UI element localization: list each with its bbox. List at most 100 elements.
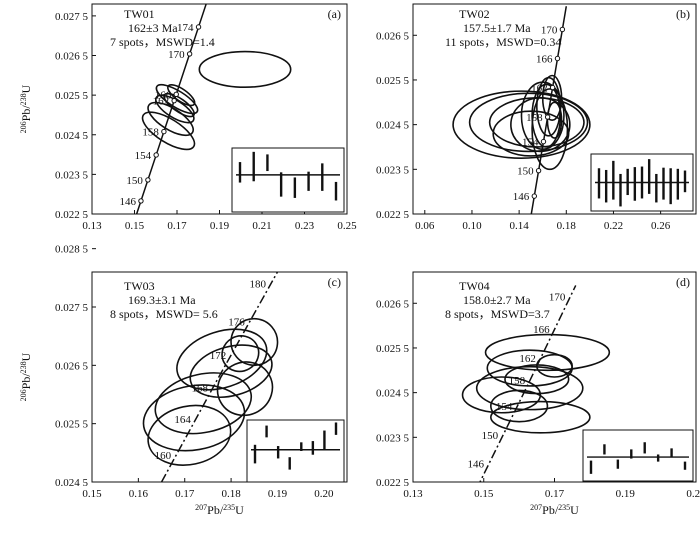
error-ellipse (230, 317, 279, 367)
y-tick-label: 0.023 5 (55, 169, 89, 181)
x-tick-label: 0.19 (210, 220, 230, 232)
y-tick-label: 0.026 5 (55, 360, 89, 372)
age-label: 146 (513, 191, 530, 203)
panel-1: 0.13 0.15 0.17 0.19 0.21 0.23 0.25 0.022 5 0.023… (19, 3, 357, 232)
y-tick-label: 0.025 5 (376, 343, 410, 355)
x-tick-label: 0.14 (510, 220, 530, 232)
error-ellipse (221, 335, 260, 373)
spots-mswd: 11 spots，MSWD=0.34 (445, 35, 561, 49)
x-tick-label: 0.17 (175, 488, 195, 500)
error-ellipse (147, 404, 232, 466)
error-ellipse (531, 88, 569, 171)
sample-age: 169.3±3.1 Ma (128, 293, 196, 307)
error-ellipse (154, 372, 253, 435)
age-marker (171, 97, 177, 104)
sample-name: TW04 (459, 279, 490, 293)
age-marker (138, 198, 144, 204)
age-marker (145, 177, 151, 183)
error-ellipse (163, 92, 195, 118)
age-marker (549, 84, 556, 91)
age-label: 150 (517, 166, 534, 178)
age-marker (535, 167, 542, 174)
age-label: 158 (142, 127, 159, 139)
panel-3: 0.15 0.16 0.17 0.18 0.19 0.20 0.024 5 0.025 5 0.… (19, 244, 348, 517)
x-tick-label: 0.13 (403, 488, 423, 500)
age-marker (531, 193, 538, 199)
age-label: 162 (519, 353, 536, 365)
age-marker (153, 152, 159, 158)
age-label: 170 (168, 49, 185, 61)
plot-frame (91, 271, 348, 483)
y-tick-label: 0.022 5 (376, 209, 410, 221)
age-label: 154 (135, 150, 152, 162)
y-tick-label: 0.026 5 (55, 51, 89, 63)
y-tick-label: 0.024 5 (376, 120, 410, 132)
age-label: 154 (522, 137, 539, 149)
age-label: 162 (153, 96, 170, 108)
y-tick-label: 0.024 5 (55, 130, 89, 142)
sample-age: 158.0±2.7 Ma (463, 293, 531, 307)
panel-4: 0.13 0.15 0.17 0.19 0.21 0.022 5 0.023 5 0.024 … (376, 271, 700, 517)
error-ellipse (484, 333, 611, 372)
age-label: 176 (228, 317, 245, 329)
y-tick-label: 0.026 5 (376, 30, 410, 42)
age-label: 166 (536, 54, 553, 66)
age-label: 150 (126, 175, 143, 187)
age-marker (161, 128, 167, 135)
age-label: 146 (468, 459, 485, 471)
x-tick-label: 0.18 (557, 220, 577, 232)
x-tick-label: 0.15 (82, 488, 102, 500)
x-tick-label: 0.17 (167, 220, 187, 232)
age-label: 168 (192, 383, 209, 395)
panel-2: 0.06 0.10 0.14 0.18 0.22 0.26 0.022 5 0.023 5 0.… (376, 3, 697, 232)
error-ellipse (490, 389, 549, 423)
panel-letter: (a) (328, 7, 341, 21)
y-tick-label: 0.025 5 (376, 75, 410, 87)
error-ellipse (142, 384, 246, 452)
x-tick-label: 0.21 (252, 220, 271, 232)
x-tick-label: 0.21 (686, 488, 700, 500)
age-label: 166 (155, 89, 172, 101)
error-ellipse (510, 97, 571, 153)
x-tick-label: 0.23 (295, 220, 315, 232)
y-axis-label: 206Pb/238U (19, 84, 33, 133)
y-tick-label: 0.022 5 (376, 477, 410, 489)
age-label: 154 (496, 401, 513, 413)
spots-mswd: 8 spots，MSWD= 5.6 (110, 307, 218, 321)
concordia-curve (135, 4, 207, 214)
y-tick-label: 0.024 5 (376, 388, 410, 400)
age-marker (554, 55, 561, 62)
age-label: 146 (119, 196, 136, 208)
panel-letter: (b) (676, 7, 690, 21)
x-tick-label: 0.20 (314, 488, 334, 500)
error-ellipse (490, 400, 591, 434)
age-marker (195, 24, 202, 30)
age-marker (540, 138, 547, 145)
x-axis-label: 207Pb/235U (195, 503, 244, 517)
age-label: 158 (509, 375, 526, 387)
error-ellipse (167, 84, 196, 107)
sample-name: TW01 (124, 7, 155, 21)
age-label: 180 (249, 279, 266, 291)
x-tick-label: 0.19 (268, 488, 288, 500)
age-label: 160 (155, 450, 172, 462)
age-label: 170 (541, 24, 558, 36)
age-label: 172 (210, 350, 227, 362)
panel-letter: (d) (676, 275, 690, 289)
x-tick-label: 0.22 (604, 220, 623, 232)
y-tick-label: 0.028 5 (55, 244, 89, 256)
plot-frame (412, 3, 697, 215)
x-tick-label: 0.06 (415, 220, 435, 232)
x-tick-label: 0.19 (616, 488, 636, 500)
error-ellipse (176, 328, 268, 391)
error-ellipse (198, 50, 292, 89)
x-tick-label: 0.10 (462, 220, 482, 232)
age-label: 162 (531, 83, 548, 95)
y-tick-label: 0.022 5 (55, 209, 89, 221)
x-axis-label: 207Pb/235U (530, 503, 579, 517)
y-tick-label: 0.027 5 (55, 11, 89, 23)
age-marker (173, 91, 179, 98)
sample-name: TW03 (124, 279, 155, 293)
x-tick-label: 0.15 (125, 220, 145, 232)
